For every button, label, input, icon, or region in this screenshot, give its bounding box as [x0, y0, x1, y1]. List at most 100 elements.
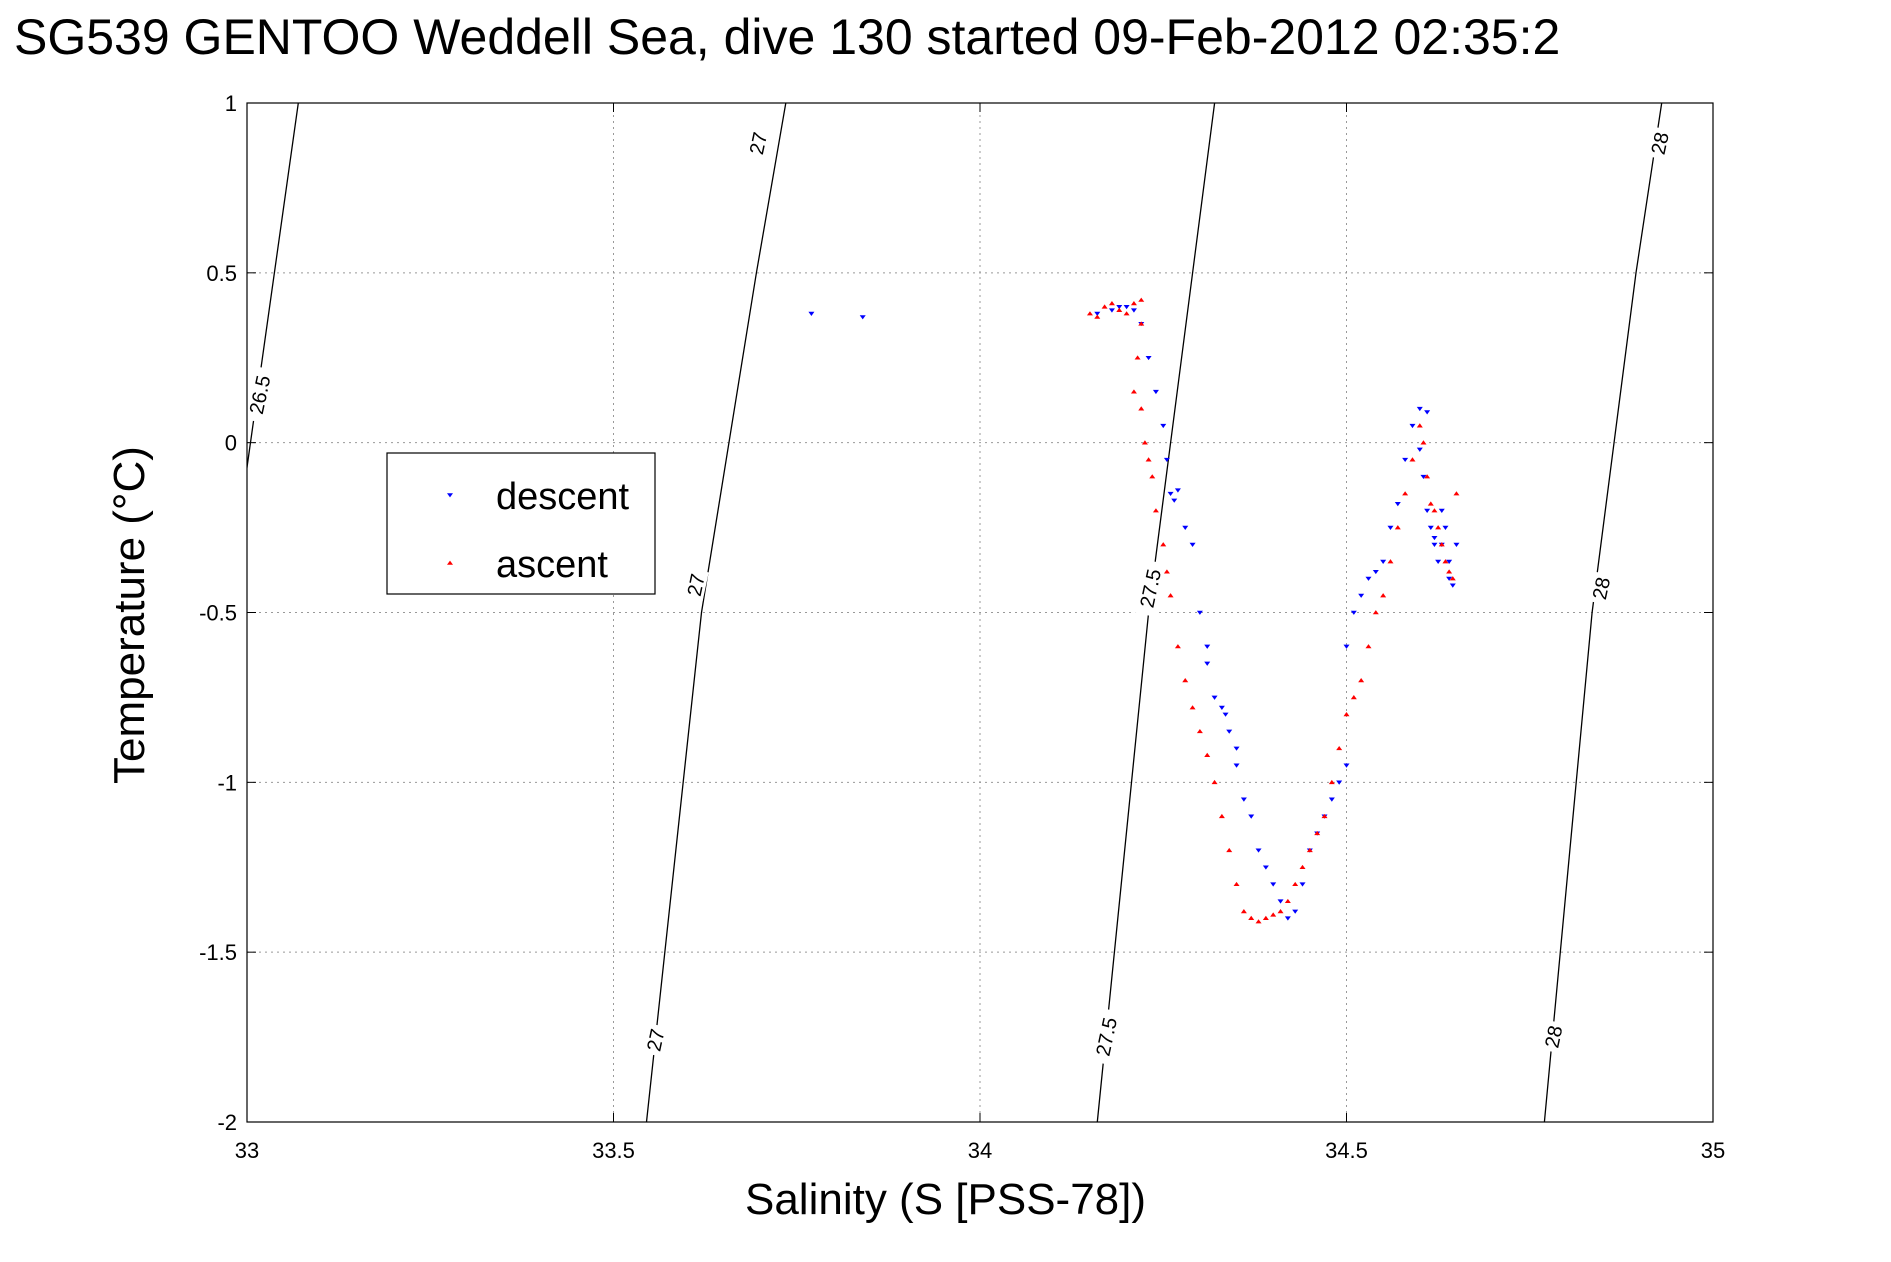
x-tick-label: 33.5: [592, 1138, 635, 1163]
descent-point: [1233, 763, 1240, 768]
descent-point: [1453, 542, 1460, 547]
ascent-point: [1438, 542, 1445, 547]
descent-point: [1431, 535, 1438, 541]
ascent-point: [1160, 542, 1167, 547]
ascent-point: [1431, 508, 1438, 513]
ascent-point: [1145, 457, 1152, 462]
descent-point: [1372, 569, 1379, 575]
isopycnal-line-27: [645, 103, 787, 1122]
legend-marker-descent: [447, 493, 453, 498]
ascent-point: [1424, 474, 1431, 479]
ascent-point: [1174, 644, 1181, 649]
descent-point: [1402, 457, 1409, 463]
ascent-point: [1299, 864, 1306, 870]
descent-point: [1167, 491, 1174, 497]
ascent-point: [1123, 311, 1130, 316]
ascent-point: [1365, 644, 1372, 649]
descent-point: [1182, 525, 1189, 530]
descent-point: [1416, 447, 1423, 452]
descent-point: [1446, 559, 1453, 564]
x-tick-label: 35: [1701, 1138, 1725, 1163]
ascent-point: [1167, 593, 1174, 598]
descent-point: [1299, 882, 1306, 887]
ascent-point: [1152, 508, 1159, 513]
descent-point: [1449, 583, 1456, 588]
svg-text:26.5: 26.5: [246, 374, 276, 417]
descent-point: [1204, 644, 1211, 649]
ascent-point: [1420, 440, 1427, 445]
ascent-point: [1218, 813, 1225, 819]
ascent-point: [1108, 301, 1115, 306]
svg-text:27: 27: [643, 1027, 669, 1053]
ascent-point: [1086, 311, 1093, 316]
ascent-point: [1402, 491, 1409, 496]
ascent-point: [1149, 474, 1156, 479]
ascent-point: [1358, 678, 1365, 683]
descent-point: [1204, 661, 1211, 666]
descent-point: [1350, 610, 1357, 615]
descent-point: [1438, 508, 1445, 513]
ascent-point: [1427, 501, 1434, 506]
descent-point: [1163, 457, 1170, 463]
svg-text:27.5: 27.5: [1092, 1016, 1122, 1059]
y-tick-label: 0.5: [206, 261, 237, 286]
descent-point: [1431, 542, 1438, 547]
isopycnal-label: 27.5: [1132, 559, 1166, 617]
grid-lines: [247, 103, 1713, 1122]
ascent-point: [1163, 569, 1170, 574]
ascent-point: [1240, 909, 1247, 914]
descent-point: [1094, 311, 1101, 316]
descent-point: [1292, 909, 1299, 914]
ascent-point: [1270, 912, 1277, 917]
isopycnal-label: 27: [680, 567, 710, 602]
svg-text:28: 28: [1541, 1024, 1567, 1050]
y-tick-label: -0.5: [199, 601, 237, 626]
descent-point: [1424, 410, 1431, 415]
ascent-point: [1138, 297, 1145, 302]
ascent-point: [1101, 304, 1108, 309]
ascent-point: [1446, 569, 1453, 574]
ascent-point: [1226, 847, 1233, 853]
isopycnal-label: 26.5: [242, 365, 276, 424]
ascent-point: [1182, 678, 1189, 683]
ascent-point: [1336, 745, 1343, 751]
ascent-point: [1138, 321, 1145, 326]
ascent-point: [1453, 491, 1460, 496]
ascent-point: [1248, 915, 1255, 920]
descent-point: [1196, 610, 1203, 615]
descent-point: [1160, 423, 1167, 429]
svg-text:27.5: 27.5: [1136, 567, 1166, 610]
descent-point: [1116, 305, 1123, 310]
descent-point: [1343, 644, 1350, 649]
descent-point: [1365, 576, 1372, 581]
descent-point: [1255, 848, 1262, 853]
descent-point: [1130, 308, 1137, 313]
y-tick-label: -2: [217, 1110, 237, 1135]
y-axis-label: Temperature (°C): [105, 446, 154, 784]
ascent-point: [1394, 525, 1401, 530]
x-axis-label: Salinity (S [PSS-78]): [744, 1175, 1147, 1224]
descent-point: [1328, 797, 1335, 802]
ascent-point: [1211, 779, 1218, 785]
descent-point: [1189, 542, 1196, 547]
ascent-point: [1233, 881, 1240, 887]
legend: descent ascent: [386, 452, 656, 595]
descent-point: [1145, 355, 1152, 361]
isopycnal-line-28: [1543, 103, 1663, 1122]
ascent-point: [1380, 593, 1387, 598]
x-tick-label: 34: [968, 1138, 992, 1163]
y-tick-label: 0: [225, 431, 237, 456]
descent-point: [1174, 488, 1181, 493]
descent-point: [1380, 559, 1387, 564]
isopycnal-labels: 26.5 27 27 27 27.5 27.5 28 28 28: [242, 126, 1674, 1066]
legend-box: [386, 452, 656, 595]
descent-point: [1387, 525, 1394, 530]
ascent-point: [1134, 355, 1141, 360]
descent-point: [1435, 559, 1442, 564]
descent-point: [1409, 423, 1416, 429]
descent-point: [859, 315, 866, 320]
ascent-point: [1416, 423, 1423, 428]
data-series: [808, 297, 1460, 924]
ascent-point: [1442, 559, 1449, 564]
